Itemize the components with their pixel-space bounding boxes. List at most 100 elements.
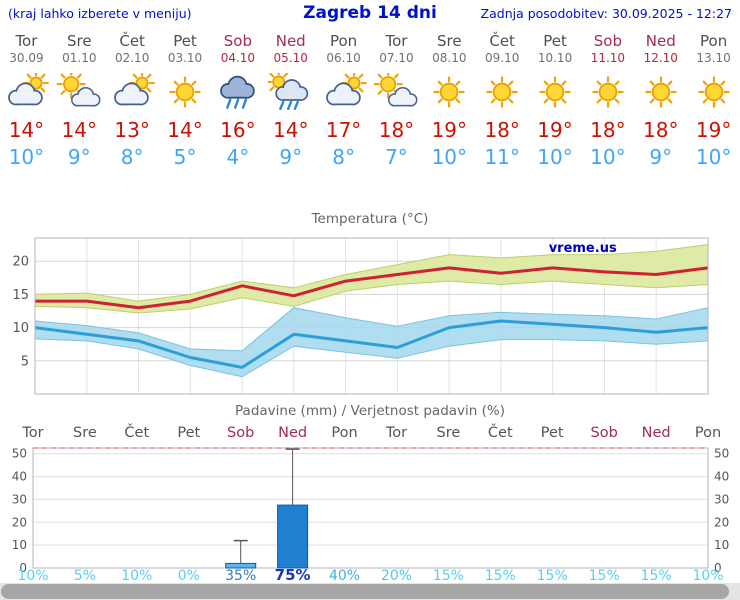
day-date-label: 08.10: [432, 51, 467, 65]
min-temp-value: 8°: [332, 145, 355, 169]
max-temp-value: 18°: [378, 118, 415, 142]
min-temp-value: 11°: [484, 145, 520, 169]
cloud-sun-icon: [0, 70, 53, 113]
precip-axis-tick-right: 0: [714, 561, 722, 575]
day-date-label: 12.10: [643, 51, 678, 65]
axis-day-label: Tor: [21, 425, 43, 441]
day-name-label: Pon: [329, 32, 358, 50]
rain-icon: [211, 73, 264, 113]
day-column: Pet 03.10 14° 5°: [159, 28, 212, 169]
precip-probability: 75%: [275, 566, 311, 584]
precip-axis-tick-right: 40: [714, 470, 729, 484]
sun-icon: [687, 73, 740, 113]
precip-axis-tick-right: 30: [714, 492, 729, 506]
temperature-chart: 5 10 15 20 vreme.us: [12, 237, 709, 395]
day-date-label: 13.10: [696, 51, 731, 65]
horizontal-scrollbar[interactable]: [0, 583, 740, 600]
precip-probability: 10%: [121, 568, 152, 584]
min-temp-value: 7°: [385, 145, 408, 169]
precip-probability: 20%: [381, 568, 412, 584]
max-temp-value: 18°: [484, 118, 520, 142]
header-bar: (kraj lahko izberete v meniju) Zagreb 14…: [0, 0, 740, 26]
day-column: Pon 13.10 19° 10°: [687, 28, 740, 169]
axis-day-label: Pet: [177, 425, 200, 441]
max-temp-value: 14°: [61, 118, 98, 142]
min-temp-value: 5°: [173, 145, 197, 169]
day-name-label: Tor: [385, 32, 408, 50]
max-temp-value: 13°: [114, 118, 150, 142]
day-name-label: Tor: [15, 32, 38, 50]
day-date-label: 05.10: [273, 51, 308, 65]
day-column: Sre 01.10 14° 9°: [53, 28, 106, 169]
sun-icon: [423, 73, 476, 113]
day-name-label: Pet: [173, 32, 197, 50]
day-date-label: 10.10: [537, 51, 573, 65]
temp-axis-tick: 5: [21, 354, 29, 369]
precip-chart-title: Padavine (mm) / Verjetnost padavin (%): [235, 403, 505, 419]
precip-probability: 40%: [329, 568, 360, 584]
forecast-strip: Tor 30.09 14° 10° Sre 01.10 14° 9° Čet 02.10 13° 8°…: [0, 28, 740, 169]
menu-hint: (kraj lahko izberete v meniju): [8, 6, 192, 21]
min-temp-value: 10°: [8, 145, 45, 169]
sun-rain-icon: [264, 69, 317, 113]
precip-probability: 10%: [692, 568, 723, 584]
day-date-label: 03.10: [167, 51, 203, 65]
day-date-label: 01.10: [62, 51, 97, 65]
precip-probability: 35%: [225, 568, 256, 584]
last-updated: Zadnja posodobitev: 30.09.2025 - 12:27: [480, 6, 732, 21]
axis-day-label: Sre: [73, 425, 97, 441]
max-temp-value: 19°: [431, 118, 468, 142]
day-name-label: Ned: [275, 32, 306, 50]
scrollbar-thumb[interactable]: [1, 584, 729, 599]
axis-day-label: Čet: [488, 423, 513, 441]
day-name-label: Čet: [489, 32, 515, 50]
temperature-chart-title: Temperatura (°C): [311, 211, 429, 227]
day-name-label: Sre: [437, 32, 462, 50]
axis-day-label: Pet: [541, 425, 564, 441]
sun-icon: [159, 73, 212, 113]
sun-icon: [476, 73, 529, 113]
max-temp-value: 14°: [273, 118, 309, 142]
max-temp-value: 14°: [167, 118, 203, 142]
day-date-label: 07.10: [379, 51, 414, 65]
day-column: Tor 07.10 18° 7°: [370, 28, 423, 169]
min-temp-value: 4°: [226, 145, 250, 169]
day-name-label: Sre: [66, 32, 92, 50]
precip-bar: [225, 562, 257, 569]
axis-day-label: Pon: [695, 425, 721, 441]
page-title: Zagreb 14 dni: [303, 3, 437, 23]
day-name-label: Ned: [645, 32, 676, 50]
min-temp-value: 10°: [590, 145, 626, 169]
precip-bar: [277, 504, 309, 569]
temp-axis-tick: 10: [12, 321, 29, 336]
axis-day-label: Čet: [124, 423, 149, 441]
max-temp-value: 14°: [8, 118, 45, 142]
max-temp-value: 17°: [325, 118, 362, 142]
min-temp-band: [34, 307, 709, 378]
temp-axis-tick: 20: [12, 255, 29, 270]
max-temp-line: [35, 266, 709, 310]
day-date-label: 11.10: [590, 51, 626, 65]
watermark: vreme.us: [549, 241, 617, 256]
day-name-label: Pet: [543, 32, 567, 50]
precip-axis-tick-left: 50: [12, 447, 27, 461]
precip-axis-tick-left: 20: [12, 515, 27, 529]
day-name-label: Čet: [119, 32, 145, 50]
sun-icon: [634, 73, 687, 113]
axis-day-label: Sre: [437, 425, 461, 441]
day-name-label: Sob: [593, 32, 622, 50]
max-temp-value: 19°: [695, 118, 732, 142]
day-column: Sre 08.10 19° 10°: [423, 28, 476, 169]
min-temp-value: 8°: [120, 145, 144, 169]
day-column: Ned 12.10 18° 9°: [634, 28, 687, 169]
precip-probability: 15%: [485, 568, 516, 584]
precip-probability: 15%: [537, 568, 568, 584]
max-temp-value: 19°: [537, 118, 573, 142]
precip-axis-tick-right: 50: [714, 447, 729, 461]
precip-probability: 15%: [641, 568, 672, 584]
precip-axis-tick-left: 30: [12, 492, 27, 506]
max-temp-value: 18°: [590, 118, 626, 142]
day-column: Sob 04.10 16° 4°: [211, 28, 264, 169]
min-temp-value: 9°: [67, 145, 91, 169]
day-column: Pon 06.10 17° 8°: [317, 28, 370, 169]
